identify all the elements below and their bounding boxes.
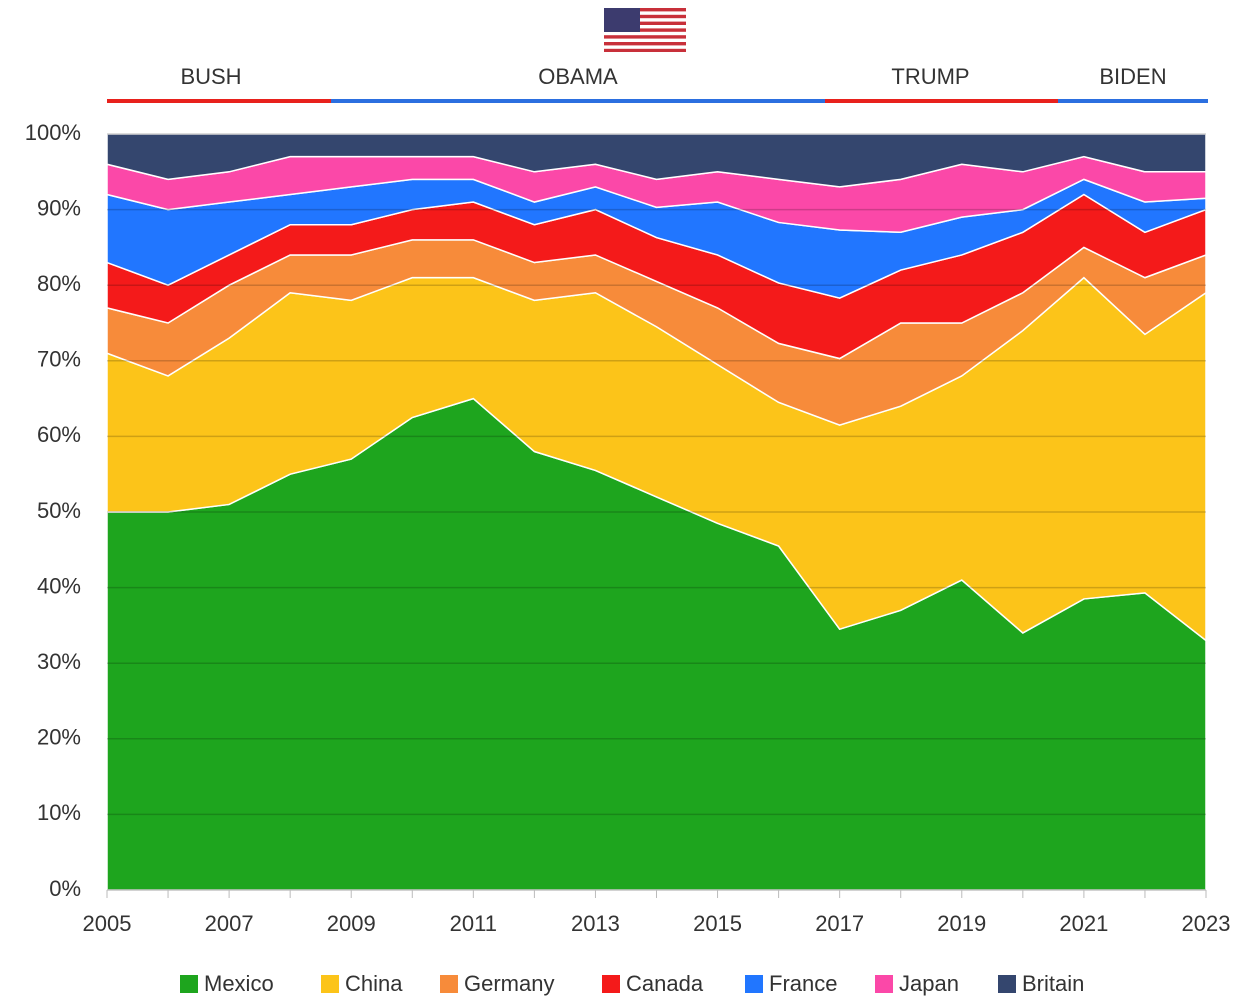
x-tick-label: 2011 (450, 911, 497, 936)
legend-label: Japan (899, 971, 959, 996)
legend-label: Mexico (204, 971, 274, 996)
x-tick-label: 2005 (83, 911, 132, 936)
y-tick-label: 60% (37, 422, 81, 447)
legend-swatch (998, 975, 1016, 993)
term-label: BUSH (180, 64, 241, 89)
legend-swatch (321, 975, 339, 993)
term-label: OBAMA (538, 64, 618, 89)
x-tick-label: 2009 (327, 911, 376, 936)
y-tick-label: 100% (25, 120, 81, 145)
y-tick-label: 10% (37, 800, 81, 825)
term-label: BIDEN (1099, 64, 1166, 89)
y-tick-label: 70% (37, 347, 81, 372)
y-tick-label: 50% (37, 498, 81, 523)
x-tick-label: 2015 (693, 911, 742, 936)
x-tick-label: 2007 (205, 911, 254, 936)
legend-swatch (875, 975, 893, 993)
legend-label: Canada (626, 971, 704, 996)
legend-swatch (602, 975, 620, 993)
y-tick-label: 90% (37, 195, 81, 220)
legend-label: France (769, 971, 837, 996)
legend-swatch (440, 975, 458, 993)
y-tick-label: 80% (37, 271, 81, 296)
y-tick-label: 20% (37, 725, 81, 750)
y-tick-label: 40% (37, 573, 81, 598)
x-tick-label: 2017 (815, 911, 864, 936)
legend-swatch (745, 975, 763, 993)
x-tick-label: 2019 (937, 911, 986, 936)
legend-label: Germany (464, 971, 554, 996)
x-tick-label: 2023 (1182, 911, 1231, 936)
y-tick-label: 30% (37, 649, 81, 674)
legend-label: China (345, 971, 403, 996)
x-tick-label: 2021 (1059, 911, 1108, 936)
area (106, 133, 1207, 188)
us-flag (604, 8, 686, 52)
legend-swatch (180, 975, 198, 993)
term-label: TRUMP (891, 64, 969, 89)
legend-label: Britain (1022, 971, 1084, 996)
x-tick-label: 2013 (571, 911, 620, 936)
y-tick-label: 0% (49, 876, 81, 901)
